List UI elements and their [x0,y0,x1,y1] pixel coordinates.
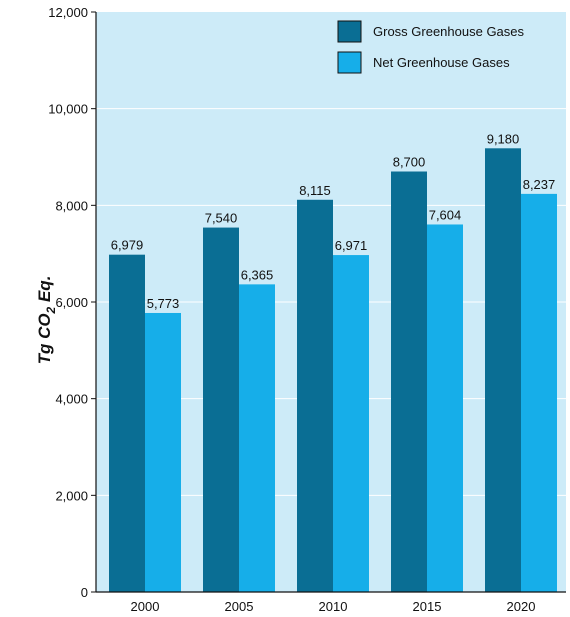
bar-gross-2000 [109,254,145,592]
legend-swatch-net [337,51,362,74]
bar-net-2010 [333,255,369,592]
legend: Gross Greenhouse Gases Net Greenhouse Ga… [337,20,525,74]
legend-swatch-gross [337,20,362,43]
data-label-net-2020: 8,237 [523,177,556,192]
data-label-net-2000: 5,773 [147,296,180,311]
bar-net-2000 [145,312,181,592]
bar-net-2015 [427,224,463,592]
x-tick-label-2015: 2015 [413,599,442,614]
data-label-gross-2010: 8,115 [299,183,331,198]
data-label-gross-2000: 6,979 [111,238,144,253]
y-axis-title-subscript: 2 [44,306,58,314]
y-tick-label-0: 0 [81,585,88,600]
y-tick-label-6: 12,000 [48,5,88,20]
y-axis-title: Tg CO2 Eq. [35,276,58,365]
x-tick-label-2010: 2010 [319,599,348,614]
bar-gross-2015 [391,171,427,592]
bar-gross-2010 [297,199,333,592]
x-tick-label-2020: 2020 [507,599,536,614]
y-tick-label-4: 8,000 [55,198,88,213]
data-labels-group: 6,979 5,773 7,540 6,365 8,115 6,971 8,700 7,604… [111,131,556,311]
y-tick-label-2: 4,000 [55,392,88,407]
x-tick-label-2000: 2000 [131,599,160,614]
legend-label-net: Net Greenhouse Gases [373,55,510,70]
data-label-gross-2015: 8,700 [393,155,426,170]
bar-net-2020 [521,193,557,592]
bars-group [109,148,557,593]
y-tick-label-1: 2,000 [55,488,88,503]
x-tick-label-2005: 2005 [225,599,254,614]
x-axis: 2000 2005 2010 2015 2020 [96,591,566,614]
y-axis: 0 2,000 4,000 6,000 8,000 10,000 12,000 [48,5,97,600]
data-label-net-2015: 7,604 [429,207,462,222]
data-label-net-2005: 6,365 [241,267,274,282]
legend-label-gross: Gross Greenhouse Gases [373,24,525,39]
bar-gross-2020 [485,148,521,593]
y-tick-label-3: 6,000 [55,295,88,310]
bar-net-2005 [239,284,275,592]
y-tick-label-5: 10,000 [48,102,88,117]
bar-gross-2005 [203,227,239,593]
y-axis-title-rest: Eq. [35,276,54,307]
data-label-net-2010: 6,971 [335,238,368,253]
data-label-gross-2005: 7,540 [205,211,238,226]
data-label-gross-2020: 9,180 [487,131,520,146]
y-axis-title-main: Tg CO [35,313,54,364]
